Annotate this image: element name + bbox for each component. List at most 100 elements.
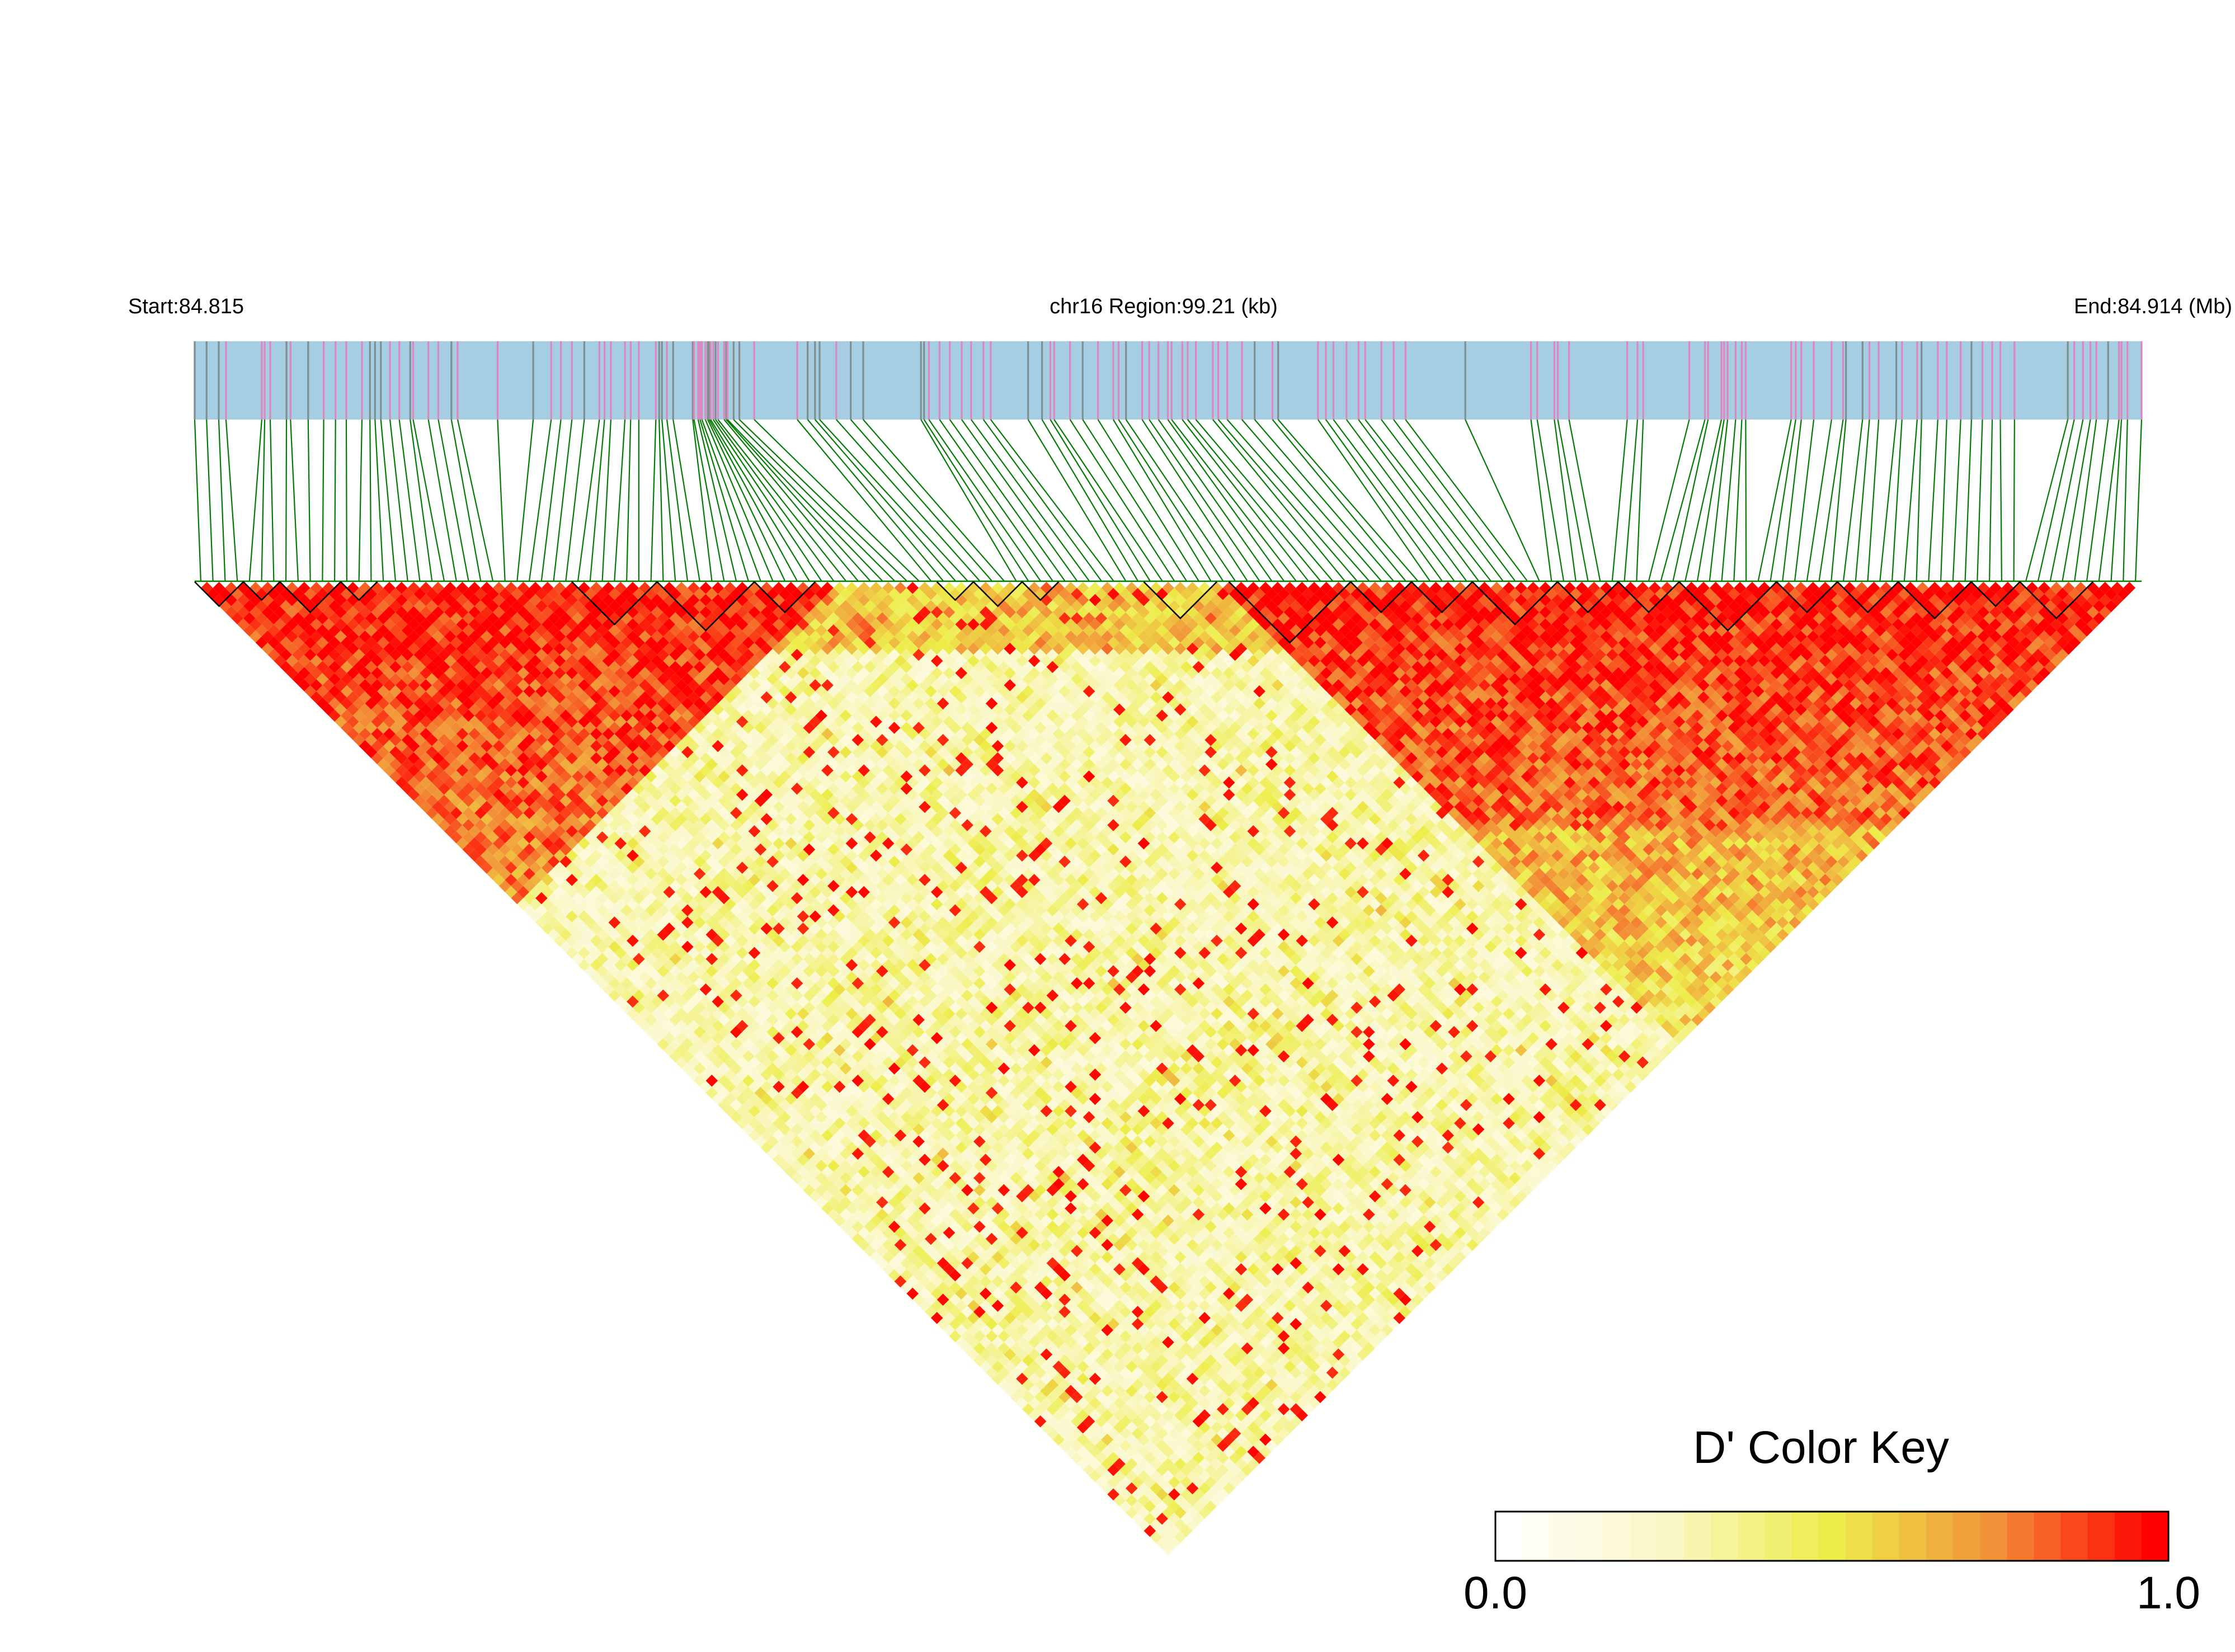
snp-tick xyxy=(638,341,640,420)
ld-cell xyxy=(633,977,645,990)
snp-connector xyxy=(269,419,275,581)
snp-connector xyxy=(1118,419,1224,581)
ld-cell xyxy=(578,959,590,971)
ld-cell xyxy=(1028,1361,1041,1373)
ld-cell xyxy=(724,1080,736,1093)
ld-cell xyxy=(614,959,627,971)
ld-cell xyxy=(742,1099,755,1112)
snp-tick xyxy=(345,341,347,420)
ld-cell xyxy=(955,1287,968,1300)
ld-cell xyxy=(243,624,256,637)
ld-cell xyxy=(1119,1463,1132,1476)
ld-cell xyxy=(620,953,633,966)
snp-tick xyxy=(1626,341,1629,420)
ld-cell xyxy=(280,612,292,625)
ld-cell xyxy=(949,1317,962,1330)
ld-cell xyxy=(833,1178,846,1190)
ld-cell xyxy=(791,1123,803,1136)
ld-cell xyxy=(1101,1470,1114,1482)
ld-cell xyxy=(919,1263,931,1276)
snp-tick xyxy=(701,341,703,420)
snp-connector xyxy=(1648,419,1690,581)
ld-cell xyxy=(712,1044,724,1057)
snp-tick xyxy=(1642,341,1644,420)
ld-cell xyxy=(961,1293,973,1306)
ld-cell xyxy=(487,819,499,831)
ld-cell xyxy=(773,1129,785,1142)
snp-tick xyxy=(862,341,864,420)
ld-cell xyxy=(365,733,378,746)
snp-connector xyxy=(1027,419,1126,581)
snp-connector xyxy=(982,419,1102,581)
snp-tick xyxy=(1271,341,1274,420)
ld-cell xyxy=(1065,1433,1077,1446)
snp-tick xyxy=(369,341,371,420)
ld-cell xyxy=(949,1281,962,1294)
ld-cell xyxy=(870,1251,882,1263)
ld-cell xyxy=(809,1178,822,1190)
snp-tick xyxy=(726,341,728,420)
snp-connector xyxy=(334,419,336,581)
ld-cell xyxy=(1095,1439,1108,1452)
snp-connector xyxy=(704,419,774,581)
snp-tick xyxy=(1636,341,1639,420)
ld-cell xyxy=(559,928,572,941)
ld-cell xyxy=(1046,1415,1059,1428)
snp-connector xyxy=(1171,419,1297,581)
snp-connector xyxy=(589,419,605,581)
ld-cell xyxy=(1174,1531,1187,1543)
ld-cell xyxy=(1040,1385,1053,1397)
ld-cell xyxy=(487,843,499,856)
ld-cell xyxy=(1095,1427,1108,1440)
ld-cell xyxy=(773,1141,785,1154)
ld-cell xyxy=(529,886,542,898)
ld-cell xyxy=(748,1129,761,1142)
ld-cell xyxy=(675,1056,688,1069)
ld-cell xyxy=(261,642,274,655)
ld-cell xyxy=(456,825,469,837)
ld-cell xyxy=(1028,1409,1041,1422)
ld-cell xyxy=(341,697,353,710)
snp-tick xyxy=(1027,341,1029,420)
ld-cell xyxy=(882,1251,895,1263)
ld-cell xyxy=(937,1293,949,1306)
ld-cell xyxy=(900,1257,913,1269)
snp-tick xyxy=(1392,341,1395,420)
ld-cell xyxy=(371,740,384,752)
ld-cell xyxy=(450,807,463,820)
ld-cell xyxy=(638,983,651,996)
ld-cell xyxy=(736,1080,749,1093)
ld-cell xyxy=(1016,1385,1028,1397)
ld-cell xyxy=(991,1324,1004,1336)
snp-tick xyxy=(380,341,382,420)
ld-cell xyxy=(870,1239,882,1251)
snp-connector xyxy=(398,419,421,581)
snp-tick xyxy=(624,341,626,420)
ld-cell xyxy=(614,971,627,983)
ld-cell xyxy=(784,1117,797,1129)
snp-tick xyxy=(920,341,922,420)
ld-cell xyxy=(833,1215,846,1227)
ld-cell xyxy=(432,764,444,776)
ld-cell xyxy=(255,636,268,649)
ld-cell xyxy=(803,1160,816,1172)
ld-cell xyxy=(377,758,389,771)
ld-cell xyxy=(815,1147,827,1160)
ld-cell xyxy=(505,874,517,886)
ld-cell xyxy=(523,904,535,917)
ld-cell xyxy=(906,1263,919,1276)
snp-tick xyxy=(714,341,717,420)
ld-cell xyxy=(906,1251,919,1263)
ld-cell xyxy=(663,995,676,1008)
ld-cell xyxy=(821,1178,834,1190)
ld-cell xyxy=(438,794,450,807)
ld-cell xyxy=(930,1287,943,1300)
ld-cell xyxy=(413,770,426,783)
snp-connector xyxy=(754,419,919,581)
snp-connector xyxy=(733,419,895,581)
snp-tick xyxy=(1895,341,1898,420)
ld-cell xyxy=(1028,1397,1041,1409)
ld-cell xyxy=(553,934,566,947)
ld-cell xyxy=(462,794,475,807)
ld-cell xyxy=(335,703,347,716)
